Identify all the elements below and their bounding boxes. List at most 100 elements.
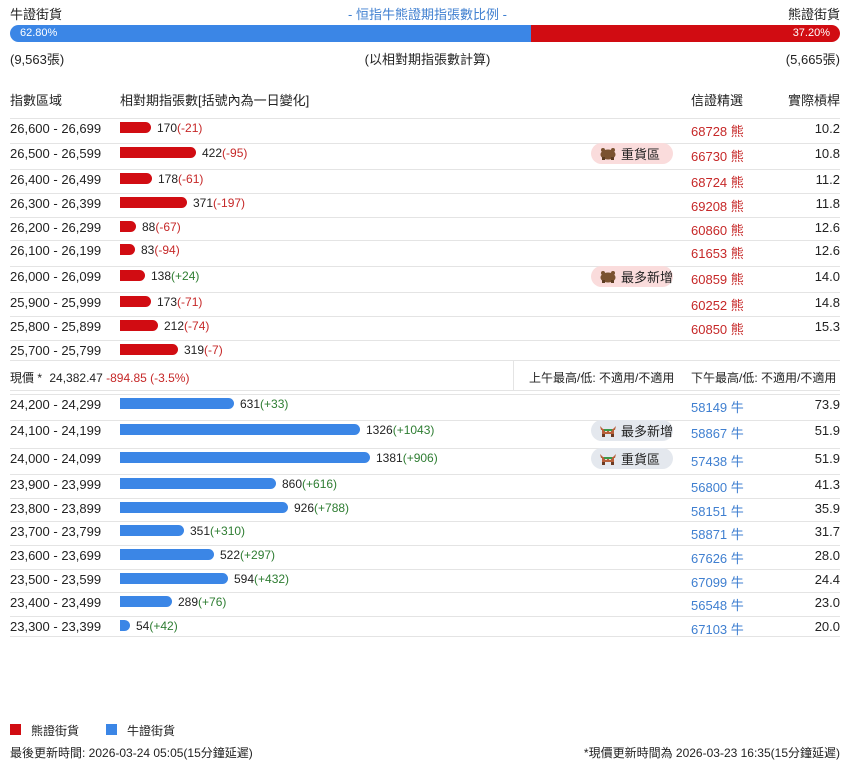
effective-leverage: 41.3: [814, 477, 840, 492]
warrant-link[interactable]: 68724 熊: [691, 175, 744, 190]
col-header-pick: 信證精選: [691, 93, 744, 108]
index-range: 26,600 - 26,699: [10, 121, 102, 136]
bull-contracts-bar: [120, 502, 288, 513]
bear-ratio-segment: [531, 25, 840, 42]
warrant-link[interactable]: 58871 牛: [691, 527, 744, 542]
bull-percent: 62.80%: [20, 27, 58, 39]
index-range: 23,700 - 23,799: [10, 524, 102, 539]
bear-contracts-bar: [120, 320, 158, 331]
contracts-count: 173(-71): [157, 295, 203, 309]
index-range: 25,800 - 25,899: [10, 319, 102, 334]
warrant-link[interactable]: 66730 熊: [691, 149, 744, 164]
contracts-count: 926(+788): [294, 501, 350, 515]
bull-contracts-bar: [120, 525, 184, 536]
index-range: 24,200 - 24,299: [10, 397, 102, 412]
bear-contracts-bar: [120, 173, 152, 184]
contracts-count: 83(-94): [141, 243, 180, 257]
col-header-leverage: 實際槓桿: [787, 93, 840, 108]
bull-icon: [600, 426, 616, 437]
index-range: 23,900 - 23,999: [10, 477, 102, 492]
bull-legend-label: 牛證街貨: [127, 724, 176, 738]
bull-contracts-bar: [120, 573, 228, 584]
bear-contracts-bar: [120, 270, 145, 281]
contracts-count: 319(-7): [184, 343, 223, 357]
contracts-count: 522(+297): [220, 548, 276, 562]
index-range: 23,800 - 23,899: [10, 501, 102, 516]
bear-badge: 重貨區: [591, 143, 673, 164]
warrant-link[interactable]: 60850 熊: [691, 322, 744, 337]
am-high-low: 上午最高/低: 不適用/不適用: [529, 371, 675, 385]
effective-leverage: 35.9: [814, 501, 840, 516]
effective-leverage: 24.4: [814, 572, 840, 587]
contracts-count: 289(+76): [178, 595, 227, 609]
warrant-link[interactable]: 67103 牛: [691, 622, 744, 637]
index-range: 25,900 - 25,999: [10, 295, 102, 310]
bear-icon: [600, 148, 616, 160]
effective-leverage: 31.7: [814, 524, 840, 539]
bear-percent: 37.20%: [792, 27, 830, 39]
bull-badge: 最多新增: [591, 420, 673, 441]
contracts-count: 178(-61): [158, 172, 204, 186]
bull-outstanding-title: 牛證街貨: [10, 7, 63, 22]
effective-leverage: 11.2: [815, 172, 840, 187]
index-range: 23,600 - 23,699: [10, 548, 102, 563]
col-header-range: 指數區域: [10, 93, 63, 108]
effective-leverage: 15.3: [814, 319, 840, 334]
current-price: 24,382.47: [49, 371, 103, 385]
contracts-count: 54(+42): [136, 619, 178, 633]
contracts-count: 594(+432): [234, 572, 290, 586]
warrant-link[interactable]: 67099 牛: [691, 575, 744, 590]
index-range: 25,700 - 25,799: [10, 343, 102, 358]
bull-contracts-bar: [120, 549, 214, 560]
warrant-link[interactable]: 60860 熊: [691, 223, 744, 238]
current-price-row: 現價 * 24,382.47 -894.85 (-3.5%): [10, 369, 189, 386]
bull-bear-ratio-bar: [10, 25, 840, 42]
index-range: 26,200 - 26,299: [10, 220, 102, 235]
warrant-link[interactable]: 61653 熊: [691, 246, 744, 261]
bear-legend-swatch: [10, 724, 21, 735]
contracts-count: 138(+24): [151, 269, 200, 283]
warrant-link[interactable]: 56548 牛: [691, 598, 744, 613]
calc-note: (以相對期指張數計算): [364, 52, 491, 67]
bear-count: (5,665張): [785, 52, 840, 67]
warrant-link[interactable]: 58867 牛: [691, 426, 744, 441]
warrant-link[interactable]: 69208 熊: [691, 199, 744, 214]
bull-contracts-bar: [120, 452, 370, 463]
price-updated-note: *現價更新時間為 2026-03-23 16:35(15分鐘延遲): [583, 746, 840, 760]
warrant-link[interactable]: 60252 熊: [691, 298, 744, 313]
bear-contracts-bar: [120, 122, 151, 133]
chart-title: - 恒指牛熊證期指張數比例 -: [348, 7, 507, 22]
bull-contracts-bar: [120, 398, 234, 409]
effective-leverage: 51.9: [814, 423, 840, 438]
warrant-link[interactable]: 67626 牛: [691, 551, 744, 566]
effective-leverage: 73.9: [814, 397, 840, 412]
bear-contracts-bar: [120, 221, 136, 232]
current-price-change: -894.85 (-3.5%): [106, 371, 190, 385]
index-range: 26,000 - 26,099: [10, 269, 102, 284]
effective-leverage: 23.0: [814, 595, 840, 610]
bear-badge: 最多新增: [591, 266, 673, 287]
bull-contracts-bar: [120, 596, 172, 607]
effective-leverage: 10.8: [814, 146, 840, 161]
effective-leverage: 14.0: [814, 269, 840, 284]
bull-contracts-bar: [120, 620, 130, 631]
index-range: 23,500 - 23,599: [10, 572, 102, 587]
contracts-count: 1381(+906): [376, 451, 438, 465]
warrant-link[interactable]: 57438 牛: [691, 454, 744, 469]
warrant-link[interactable]: 56800 牛: [691, 480, 744, 495]
warrant-link[interactable]: 58151 牛: [691, 504, 744, 519]
warrant-link[interactable]: 68728 熊: [691, 124, 744, 139]
bear-contracts-bar: [120, 147, 196, 158]
index-range: 24,100 - 24,199: [10, 423, 102, 438]
contracts-count: 1326(+1043): [366, 423, 435, 437]
contracts-count: 170(-21): [157, 121, 203, 135]
index-range: 23,300 - 23,399: [10, 619, 102, 634]
warrant-link[interactable]: 60859 熊: [691, 272, 744, 287]
warrant-link[interactable]: 58149 牛: [691, 400, 744, 415]
contracts-count: 422(-95): [202, 146, 248, 160]
index-range: 26,500 - 26,599: [10, 146, 102, 161]
contracts-count: 631(+33): [240, 397, 289, 411]
bull-count: (9,563張): [10, 52, 65, 67]
bear-contracts-bar: [120, 244, 135, 255]
bull-contracts-bar: [120, 424, 360, 435]
